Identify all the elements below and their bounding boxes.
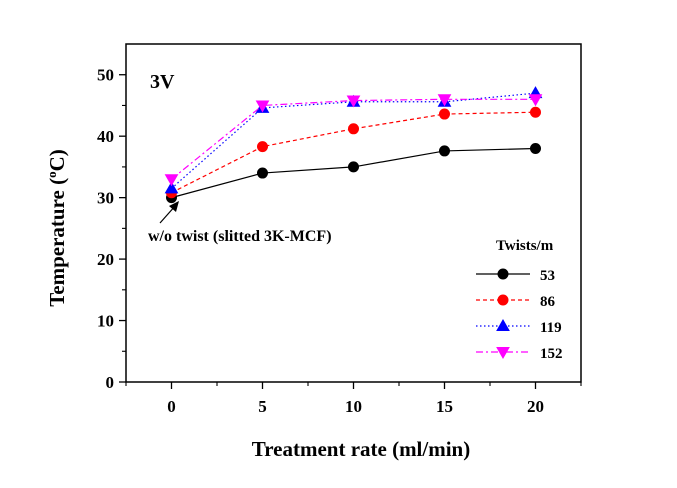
- series-86-point-3: [439, 108, 450, 120]
- annotation-arrowhead: [169, 201, 179, 212]
- series-152-point-4: [528, 94, 543, 107]
- y-tick-label-4: 40: [97, 127, 114, 146]
- y-tick-label-1: 10: [97, 312, 114, 331]
- series-53-point-1: [257, 167, 268, 179]
- legend-title: Twists/m: [496, 238, 554, 254]
- y-axis-label: Temperature (oC): [44, 149, 69, 307]
- series-152-point-3: [437, 94, 452, 107]
- legend-marker-152: [496, 347, 510, 360]
- legend-label-53: 53: [540, 268, 555, 284]
- series-86-point-4: [530, 106, 541, 118]
- y-tick-label-0: 0: [106, 373, 115, 392]
- series-53-line: [171, 147, 536, 199]
- legend-marker-86: [497, 294, 509, 306]
- series-86-line: [171, 111, 536, 194]
- series-86: [166, 106, 541, 199]
- legend: Twists/m 53 86 119 152: [476, 238, 563, 362]
- y-tick-label-2: 20: [97, 250, 114, 269]
- series-152-line: [171, 98, 536, 180]
- y-axis-label-superscript: o: [44, 171, 59, 178]
- x-tick-label-4: 20: [527, 397, 544, 416]
- axis-ticks: 0 5 10 15 20 0 10 20 30 40 50: [97, 66, 582, 416]
- x-axis-label: Treatment rate (ml/min): [252, 437, 470, 461]
- series-53-point-3: [439, 145, 450, 157]
- series-86-point-1: [257, 141, 268, 153]
- series-layer: [164, 86, 543, 204]
- y-tick-label-5: 50: [97, 66, 114, 85]
- plot-frame: [125, 43, 582, 383]
- legend-marker-53: [497, 268, 509, 280]
- series-152-point-0: [164, 174, 179, 187]
- series-53-point-2: [348, 161, 359, 173]
- series-53-point-4: [530, 142, 541, 154]
- legend-label-119: 119: [540, 320, 562, 336]
- series-86-point-2: [348, 123, 359, 135]
- series-152-point-2: [346, 95, 361, 108]
- x-tick-label-0: 0: [167, 397, 176, 416]
- annotation-text: w/o twist (slitted 3K-MCF): [148, 228, 332, 245]
- series-152: [164, 94, 543, 187]
- x-tick-label-1: 5: [258, 397, 267, 416]
- x-tick-label-3: 15: [436, 397, 453, 416]
- x-tick-label-2: 10: [345, 397, 362, 416]
- y-tick-label-3: 30: [97, 189, 114, 208]
- legend-label-86: 86: [540, 294, 556, 310]
- series-119-point-0: [164, 181, 179, 194]
- series-152-point-1: [255, 100, 270, 113]
- legend-marker-119: [496, 318, 510, 331]
- series-53: [166, 142, 541, 204]
- panel-label: 3V: [150, 71, 175, 93]
- legend-label-152: 152: [540, 346, 563, 362]
